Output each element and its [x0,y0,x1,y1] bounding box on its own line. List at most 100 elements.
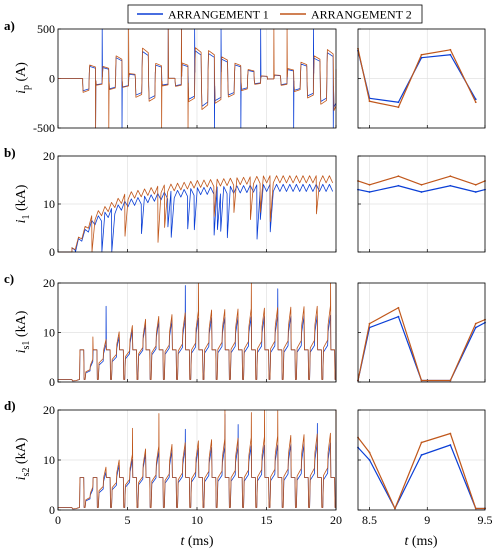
main-0-ytick-label: 500 [37,22,55,36]
zoom-1-point-2 [449,175,452,178]
main-1-frame [57,155,337,253]
zoom-0-point-1 [420,56,423,59]
zoom-2-series-1 [357,316,486,382]
zoom-2-point-2 [449,379,452,382]
zoom-0-point-2 [449,48,452,51]
svg-text:is2 (kA): is2 (kA) [14,437,32,480]
plots: -500 0 500 0 10 20 0 10 20 0 5 10 15 20 0 10 20 8.5 9 9.5 [33,22,493,527]
ylabel-c: is1 (kA) [14,310,32,353]
zoom-2-axes [358,282,486,383]
zoom-3-xtick-label: 9 [424,513,430,527]
main-3-xtick-label: 5 [125,513,131,527]
zoom-1-point-1 [474,191,477,193]
zoom-0-point-1 [397,101,400,104]
zoom-3-frame [357,409,486,511]
zoom-0-point-2 [368,100,371,103]
zoom-0-point-2 [420,53,423,56]
main-3-xtick-label: 0 [55,513,61,527]
zoom-1-axes [358,155,486,253]
zoom-0-series-2 [357,48,477,108]
main-1-series-1 [58,183,334,253]
zoom-3-point-2 [449,432,452,435]
zoom-0-axes [358,28,486,129]
main-3-xtick-label: 20 [330,513,342,527]
legend-box [127,4,423,24]
ylabel-a-base: i [14,90,29,94]
panel-label-a: a) [4,18,15,33]
ylabel-b: i1 (kA) [14,184,32,223]
zoom-2-point-2 [474,322,477,325]
main-1-series-2 [58,175,334,253]
main-2-series-2 [58,282,337,382]
ylabel-b-base: i [14,219,29,223]
ylabel-d-sub: s2 [21,468,32,477]
main-2-ytick-label: 10 [43,326,55,340]
legend-label-1: ARRANGEMENT 1 [168,8,269,22]
panel-b-annotations: b) i1 (kA) [4,145,32,223]
main-3-ytick-label: 10 [43,453,55,467]
main-1-ytick-label: 20 [43,149,55,163]
zoom-3-xtick-label: 9.5 [478,513,493,527]
ylabel-d: is2 (kA) [14,437,32,480]
svg-text:i1 (kA): i1 (kA) [14,184,32,223]
zoom-2-series-2 [357,307,486,382]
zoom-1-series-2 [357,175,486,186]
zoom-0-point-2 [474,101,477,104]
zoom-3-axes: 8.5 9 9.5 [358,409,493,527]
main-0-frame [57,28,337,129]
ylabel-b-sub: 1 [21,215,32,220]
zoom-1-point-2 [474,183,477,186]
zoom-2-frame [357,282,486,383]
zoom-3-point-2 [474,507,477,510]
panel-c-annotations: c) is1 (kA) [4,271,32,353]
main-0-ytick-label: 0 [49,72,55,86]
ylabel-c-base: i [14,349,29,353]
panel-label-c: c) [4,271,14,286]
xlabel-zoom: t (ms) [404,534,437,549]
panel-a-annotations: a) ip (A) [4,18,32,94]
main-3-axes: 0 5 10 15 20 0 10 20 [43,403,342,527]
zoom-1-point-1 [420,191,423,193]
panel-label-b: b) [4,145,16,160]
main-2-ytick-label: 20 [43,276,55,290]
ylabel-d-base: i [14,476,29,480]
zoom-3-series-2 [357,432,485,510]
zoom-1-point-1 [397,184,400,187]
zoom-0-frame [357,28,486,129]
svg-text:ip (A): ip (A) [14,62,32,94]
main-3-frame [57,409,337,511]
main-1-ytick-label: 0 [49,245,55,259]
main-3-series-2 [58,409,337,510]
zoom-1-frame [357,155,486,253]
main-0-series-2 [58,28,337,129]
zoom-3-point-1 [449,444,452,446]
zoom-2-point-1 [474,326,477,329]
main-2-frame [57,282,337,383]
ylabel-a-units: (A) [14,62,29,82]
zoom-0-series-1 [357,50,477,103]
zoom-1-point-1 [368,191,371,193]
main-1-ytick-label: 10 [43,197,55,211]
main-0-ytick-label: -500 [33,121,55,135]
legend: ARRANGEMENT 1 ARRANGEMENT 2 [127,4,423,24]
zoom-2-point-2 [420,379,423,382]
zoom-1-point-2 [368,183,371,186]
ylabel-b-units: (kA) [14,184,29,211]
ylabel-c-sub: s1 [21,341,32,350]
ylabel-a: ip (A) [14,62,32,94]
zoom-1-point-1 [449,184,452,187]
main-2-ytick-label: 0 [49,375,55,389]
main-3-ytick-label: 20 [43,403,55,417]
svg-text:is1 (kA): is1 (kA) [14,310,32,353]
ylabel-a-sub: p [21,85,32,90]
ylabel-d-units: (kA) [14,437,29,464]
xlabel-main: t (ms) [180,534,213,549]
zoom-3-point-1 [420,454,423,456]
zoom-2-point-2 [368,322,371,325]
zoom-0-point-1 [449,53,452,56]
zoom-3-point-2 [394,507,396,510]
zoom-3-point-1 [368,459,371,461]
main-3-xtick-label: 15 [261,513,273,527]
zoom-1-point-2 [420,183,423,186]
